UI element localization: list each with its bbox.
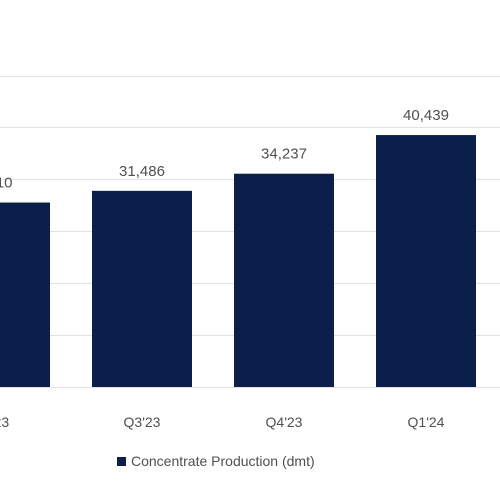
legend-label: Concentrate Production (dmt) [131, 453, 315, 469]
legend: Concentrate Production (dmt) [117, 453, 315, 469]
x-tick-label: Q1'24 [408, 414, 445, 430]
x-tick-label: '23 [0, 414, 9, 430]
x-tick-label: Q3'23 [124, 414, 161, 430]
legend-swatch [117, 457, 126, 466]
bar [234, 173, 334, 387]
x-tick-label: Q4'23 [266, 414, 303, 430]
bar-value-label: 40,439 [403, 107, 449, 124]
bar [92, 190, 192, 387]
bars [0, 135, 476, 387]
bar [0, 202, 50, 387]
data-labels: 610 31,486 34,237 40,439 [0, 107, 449, 191]
bar-value-label: 610 [0, 175, 13, 192]
x-tick-labels: '23 Q3'23 Q4'23 Q1'24 [0, 414, 445, 430]
bar-value-label: 31,486 [119, 163, 165, 180]
bar-value-label: 34,237 [261, 146, 307, 163]
bar [376, 135, 476, 387]
